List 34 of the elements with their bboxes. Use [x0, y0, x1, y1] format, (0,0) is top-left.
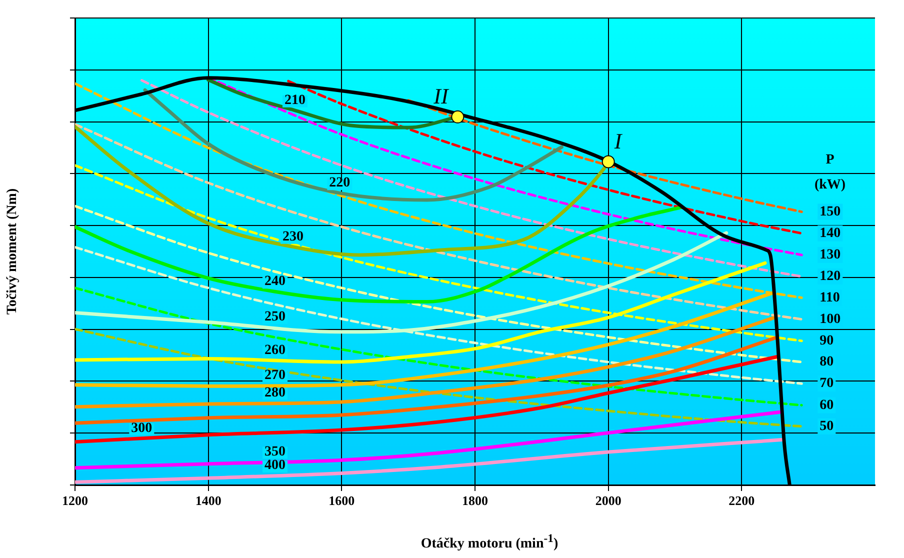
x-tick-label: 1200: [62, 493, 88, 508]
x-axis-title: Otáčky motoru (min$^{-1}$): [420, 532, 558, 553]
annotation: 110: [820, 290, 840, 306]
annotation: 240: [264, 274, 286, 290]
annotation: 50: [820, 418, 834, 434]
annotation: 90: [820, 333, 834, 348]
annotation: 70: [820, 376, 834, 392]
annotation: 350: [264, 444, 286, 460]
annotation: 120: [820, 269, 841, 284]
annotation: 250: [264, 310, 286, 325]
annotation: 300: [131, 420, 152, 436]
annotation: 270: [264, 368, 286, 383]
x-tick-label: 1600: [328, 493, 355, 508]
annotation: 260: [264, 343, 286, 358]
annotation: 210: [284, 93, 306, 108]
annotation: 60: [820, 398, 834, 413]
x-tick-label: 1800: [462, 493, 488, 508]
annotation: 140: [820, 226, 841, 241]
annotation: 80: [820, 354, 834, 370]
annotation: P: [826, 152, 835, 168]
annotation: 220: [329, 176, 350, 191]
annotation: 230: [282, 229, 304, 244]
annotation: 100: [820, 312, 841, 327]
annotation: I: [613, 128, 624, 154]
x-tick-label: 2200: [728, 493, 755, 508]
annotation: II: [432, 84, 450, 109]
annotation: (kW): [814, 178, 846, 193]
x-tick-label: 1400: [195, 493, 222, 508]
x-tick-label: 2000: [595, 493, 622, 508]
annotation: 280: [264, 385, 286, 400]
annotation: 130: [820, 248, 841, 263]
y-axis-title: Točivý moment (Nm): [5, 188, 20, 315]
annotation: 150: [820, 204, 841, 220]
annotation: 400: [264, 458, 286, 474]
